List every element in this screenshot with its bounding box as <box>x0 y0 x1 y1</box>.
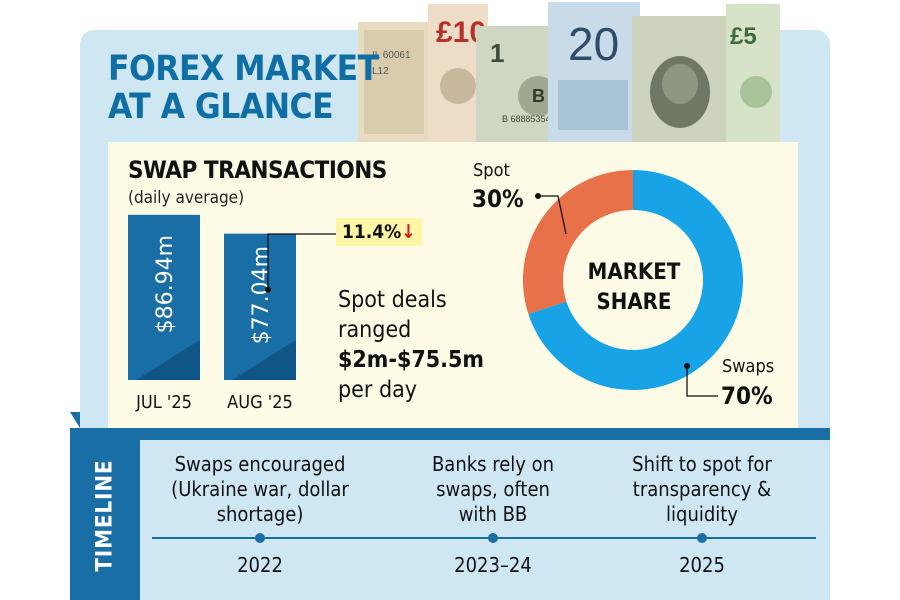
main-title-line1: FOREX MARKET <box>108 49 379 89</box>
donut-slice-spot <box>522 169 633 314</box>
swaps-leader-dot <box>684 363 690 369</box>
change-badge: 11.4%↓ <box>336 218 422 246</box>
timeline-dot-2022 <box>255 533 265 543</box>
timeline-dot-2025 <box>697 533 707 543</box>
timeline-event-line: with BB <box>458 502 528 526</box>
svg-text:1: 1 <box>490 38 504 68</box>
spot-note-range: $2m-$75.5m <box>338 347 484 373</box>
svg-text:L12: L12 <box>372 66 389 77</box>
timeline-heading: TIMELINE <box>83 440 127 590</box>
swap-chart-title: SWAP TRANSACTIONS <box>128 156 387 184</box>
svg-text:20: 20 <box>568 18 619 70</box>
change-leader-line <box>267 233 336 290</box>
timeline-event-line: Banks rely on <box>431 452 555 476</box>
timeline-event-line: (Ukraine war, dollar <box>171 477 349 501</box>
timeline-event-2022: Swaps encouraged (Ukraine war, dollar sh… <box>160 452 360 527</box>
donut-center-line1: MARKET <box>587 260 681 285</box>
card-notch <box>70 412 80 428</box>
main-title: FOREX MARKET AT A GLANCE <box>108 50 408 126</box>
change-leader-dot <box>265 286 271 293</box>
timeline-event-2025: Shift to spot for transparency & liquidi… <box>602 452 802 527</box>
timeline-event-line: liquidity <box>666 502 738 526</box>
spot-note-line2: ranged <box>338 317 412 343</box>
timeline-event-line: Swaps encouraged <box>174 452 346 476</box>
timeline-year-2022: 2022 <box>237 553 283 577</box>
timeline-event-line: Shift to spot for <box>632 452 772 476</box>
timeline-year-2023-24: 2023–24 <box>454 553 532 577</box>
bar-category-label-jul: JUL '25 <box>136 392 192 413</box>
bar-value-label-0: $86.94m <box>153 235 178 333</box>
swap-bar-chart: $86.94m $77.04m <box>128 214 336 380</box>
swap-chart-subtitle: (daily average) <box>128 188 245 208</box>
timeline-event-line: swaps, often <box>436 477 550 501</box>
down-arrow-icon: ↓ <box>401 221 416 243</box>
timeline-body <box>140 440 830 600</box>
svg-text:£5: £5 <box>730 23 757 50</box>
market-share-donut <box>522 169 743 397</box>
svg-text:IL 60061: IL 60061 <box>372 50 411 61</box>
spot-note-line4: per day <box>338 377 418 403</box>
swaps-slice-percent: 70% <box>721 382 773 410</box>
timeline-dot-2023-24 <box>488 533 498 543</box>
bar-shadow-1 <box>232 340 296 380</box>
spot-note-line1: Spot deals <box>338 287 447 313</box>
timeline-heading-text: TIMELINE <box>92 458 118 572</box>
swaps-slice-name: Swaps <box>722 356 775 377</box>
spot-slice-percent: 30% <box>472 185 524 213</box>
donut-center-label: MARKET SHARE <box>574 258 694 318</box>
bar-category-label-aug: AUG '25 <box>227 392 293 413</box>
bar-shadow-0 <box>136 340 200 380</box>
spot-leader-dot <box>535 193 541 199</box>
timeline-axis <box>152 533 816 543</box>
spot-slice-name: Spot <box>473 160 510 181</box>
timeline-year-2025: 2025 <box>679 553 725 577</box>
swaps-leader-line <box>686 366 718 397</box>
main-title-line2: AT A GLANCE <box>108 87 334 127</box>
change-value: 11.4% <box>342 221 402 243</box>
spot-leader-line <box>538 195 567 235</box>
donut-center-line2: SHARE <box>596 290 672 315</box>
timeline-event-2023-24: Banks rely on swaps, often with BB <box>393 452 593 527</box>
svg-text:B 68885354: B 68885354 <box>502 114 551 124</box>
bar-value-label-1: $77.04m <box>249 246 274 344</box>
currency-notes-illustration: IL 60061 L12 £10 1 B B 68885354 20 £5 <box>358 2 780 142</box>
donut-slice-swaps <box>528 170 743 390</box>
timeline-event-line: transparency & <box>632 477 772 501</box>
spot-deals-note: Spot deals ranged $2m-$75.5m per day <box>338 285 484 405</box>
timeline-event-line: shortage) <box>216 502 304 526</box>
svg-text:B: B <box>532 86 545 106</box>
